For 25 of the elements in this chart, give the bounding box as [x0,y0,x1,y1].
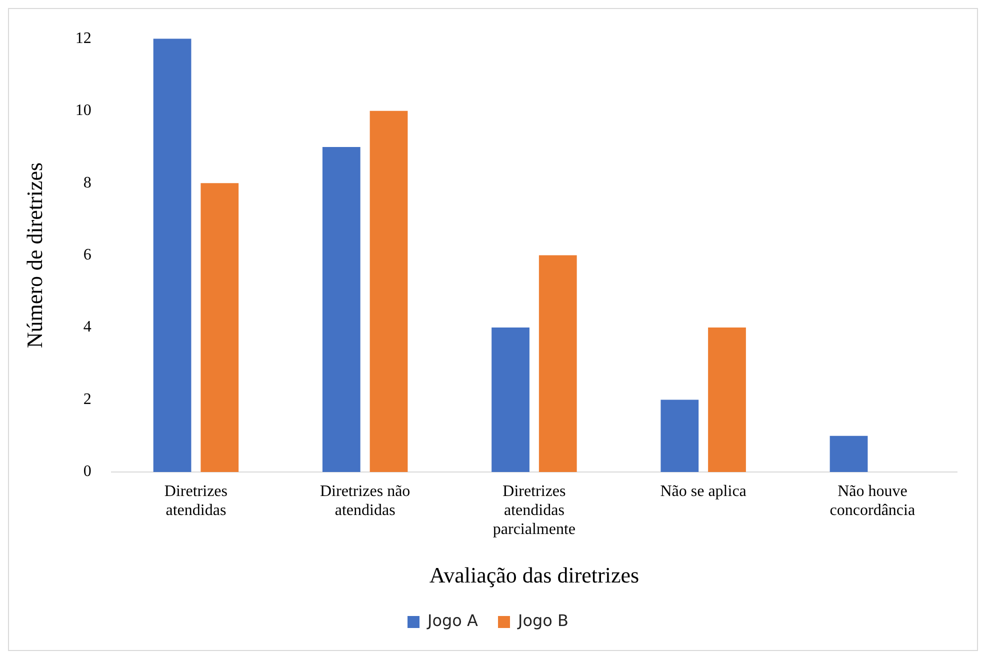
y-tick-label: 10 [75,102,92,120]
bar [538,255,577,472]
x-tick-label: Diretrizes atendidas [164,482,228,520]
bar [708,328,746,472]
bar [660,400,699,472]
y-tick-label: 2 [83,390,92,408]
y-tick-label: 6 [83,246,92,264]
y-axis-title: Número de diretrizes [22,162,47,348]
x-axis-title: Avaliação das diretrizes [429,562,640,588]
bar [830,436,868,472]
bar [153,38,192,472]
bar [200,183,239,472]
y-tick-label: 8 [83,174,92,192]
legend-label: Jogo B [516,611,568,630]
x-tick-label: Diretrizes atendidas parcialmente [492,482,576,538]
y-tick-label: 4 [83,318,92,336]
x-tick-label: Não se aplica [660,482,746,500]
x-tick-label: Não houve concordância [830,482,916,520]
x-tick-label: Diretrizes não atendidas [320,482,410,520]
bar [370,110,408,472]
y-tick-label: 12 [75,30,92,47]
bar [322,146,360,472]
y-tick-label: 0 [83,463,92,480]
legend-label: Jogo A [426,611,478,630]
bar [492,328,530,472]
